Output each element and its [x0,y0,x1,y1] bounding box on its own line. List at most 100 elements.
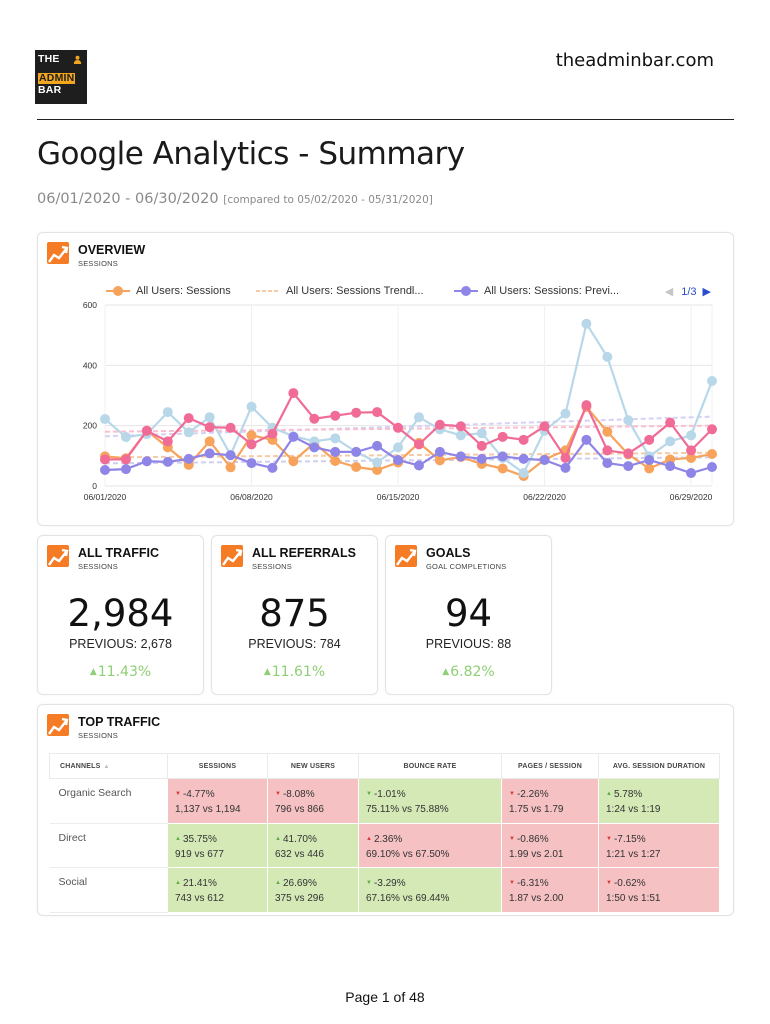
pager-label: 1/3 [681,286,697,298]
table-row: Direct ▲ 35.75% 919 vs 677 ▲ 41.70% 632 vs 446… [49,822,720,868]
data-point [686,452,697,463]
data-point [602,445,613,456]
x-tick-label: 06/22/2020 [523,492,566,502]
kpi-subtitle: SESSIONS [78,562,118,571]
site-url[interactable]: theadminbar.com [555,50,714,71]
logo-line-3: BAR [38,83,62,96]
pager-prev-icon[interactable]: ◀ [664,286,674,298]
table-row: Organic Search ▼ -4.77% 1,137 vs 1,194 ▼ -8.0… [49,778,720,824]
metric-comparison: 632 vs 446 [275,848,324,860]
data-point [225,450,236,461]
data-point [351,461,362,472]
data-point [330,410,341,421]
down-arrow-icon: ▼ [509,791,515,797]
kpi-card-all-traffic: ALL TRAFFIC SESSIONS 2,984 PREVIOUS: 2,6… [37,535,204,695]
y-tick-label: 0 [92,481,97,491]
metric-comparison: 1:50 vs 1:51 [606,893,661,904]
metric-change: 5.78% [613,789,643,800]
top-traffic-title: TOP TRAFFIC [78,715,161,729]
legend-item-sessions[interactable]: All Users: Sessions [106,285,231,297]
legend-item-trendline[interactable]: All Users: Sessions Trendl... [256,285,424,297]
logo-line-2: ADMIN [38,71,76,84]
metric-cell: ▼ -6.31% 1.87 vs 2.00 [501,867,599,913]
data-point [330,446,341,457]
data-point [434,446,445,457]
data-point [246,439,257,450]
data-point [707,424,717,435]
data-point [518,453,529,464]
pager-next-icon[interactable]: ▶ [702,286,711,298]
legend-item-previous[interactable]: All Users: Sessions: Previ... [454,285,619,297]
data-point [560,452,571,463]
metric-comparison: 1.75 vs 1.79 [509,804,564,815]
metric-cell: ▲ 5.78% 1:24 vs 1:19 [598,778,720,824]
y-tick-label: 600 [83,300,97,310]
data-point [393,422,404,433]
data-point [204,448,215,459]
data-point [560,462,571,473]
column-header-channels[interactable]: CHANNELS ▲ [49,753,168,779]
kpi-previous: PREVIOUS: 784 [248,637,341,651]
metric-comparison: 1,137 vs 1,194 [175,804,241,815]
analytics-chart-icon [47,545,69,567]
data-point [623,461,634,472]
column-header-bounce-rate[interactable]: BOUNCE RATE [358,753,502,779]
data-point [413,460,424,471]
metric-comparison: 919 vs 677 [175,848,224,860]
column-header-sessions[interactable]: SESSIONS [167,753,268,779]
data-point [434,455,445,466]
date-range-value: 06/01/2020 - 06/30/2020 [37,191,219,207]
sort-icon[interactable]: ▲ [103,763,110,770]
column-header-new-users[interactable]: NEW USERS [267,753,359,779]
down-arrow-icon: ▼ [509,880,515,886]
data-point [100,454,110,465]
metric-change: 21.41% [182,878,217,889]
metric-comparison: 796 vs 866 [275,804,324,815]
legend-marker-trendline [256,290,280,293]
data-point [602,458,613,469]
up-arrow-icon: ▲ [275,835,281,842]
metric-cell: ▼ -0.86% 1.99 vs 2.01 [501,822,599,868]
data-point [518,468,529,479]
metric-change: 26.69% [282,878,317,889]
kpi-delta: ▲6.82% [386,664,551,680]
metric-comparison: 1:21 vs 1:27 [606,848,661,860]
x-tick-label: 06/15/2020 [377,492,420,502]
data-point [120,464,131,475]
metric-change: -8.08% [282,789,315,800]
metric-cell: ▲ 21.41% 743 vs 612 [167,867,268,913]
up-arrow-icon: ▲ [275,880,281,886]
data-point [665,436,676,447]
overview-card: OVERVIEW SESSIONS 0 200 400 600 06/01/2020 06… [37,232,734,526]
data-point [581,434,592,445]
data-point [623,448,634,459]
data-point [413,412,424,423]
legend-label: All Users: Sessions Trendl... [286,285,424,297]
page-title: Google Analytics - Summary [37,136,465,172]
top-traffic-card: TOP TRAFFIC SESSIONS CHANNELS ▲ SESSIONS … [37,704,734,916]
data-point [476,440,487,451]
data-point [539,455,550,466]
up-arrow-icon: ▲ [263,667,271,677]
data-point [162,456,173,467]
data-point [288,456,299,467]
metric-cell: ▲ 2.36% 69.10% vs 67.50% [358,822,502,868]
metric-comparison: 1:24 vs 1:19 [606,804,661,815]
data-point [204,412,215,423]
data-point [372,457,383,468]
column-header-avg-duration[interactable]: AVG. SESSION DURATION [598,753,720,779]
data-point [330,433,341,444]
metric-cell: ▲ 41.70% 632 vs 446 [267,822,359,868]
data-point [665,417,676,428]
data-point [644,463,655,474]
channel-name: Direct [49,822,168,868]
column-header-pages-session[interactable]: PAGES / SESSION [501,753,599,779]
admin-bar-logo: THE ADMIN BAR [35,50,87,104]
metric-comparison: 69.10% vs 67.50% [366,848,450,860]
data-point [686,468,697,479]
data-point [141,425,152,436]
data-point [288,431,299,442]
data-point [623,415,634,426]
metric-cell: ▼ -8.08% 796 vs 866 [267,778,359,824]
data-point [560,408,571,419]
